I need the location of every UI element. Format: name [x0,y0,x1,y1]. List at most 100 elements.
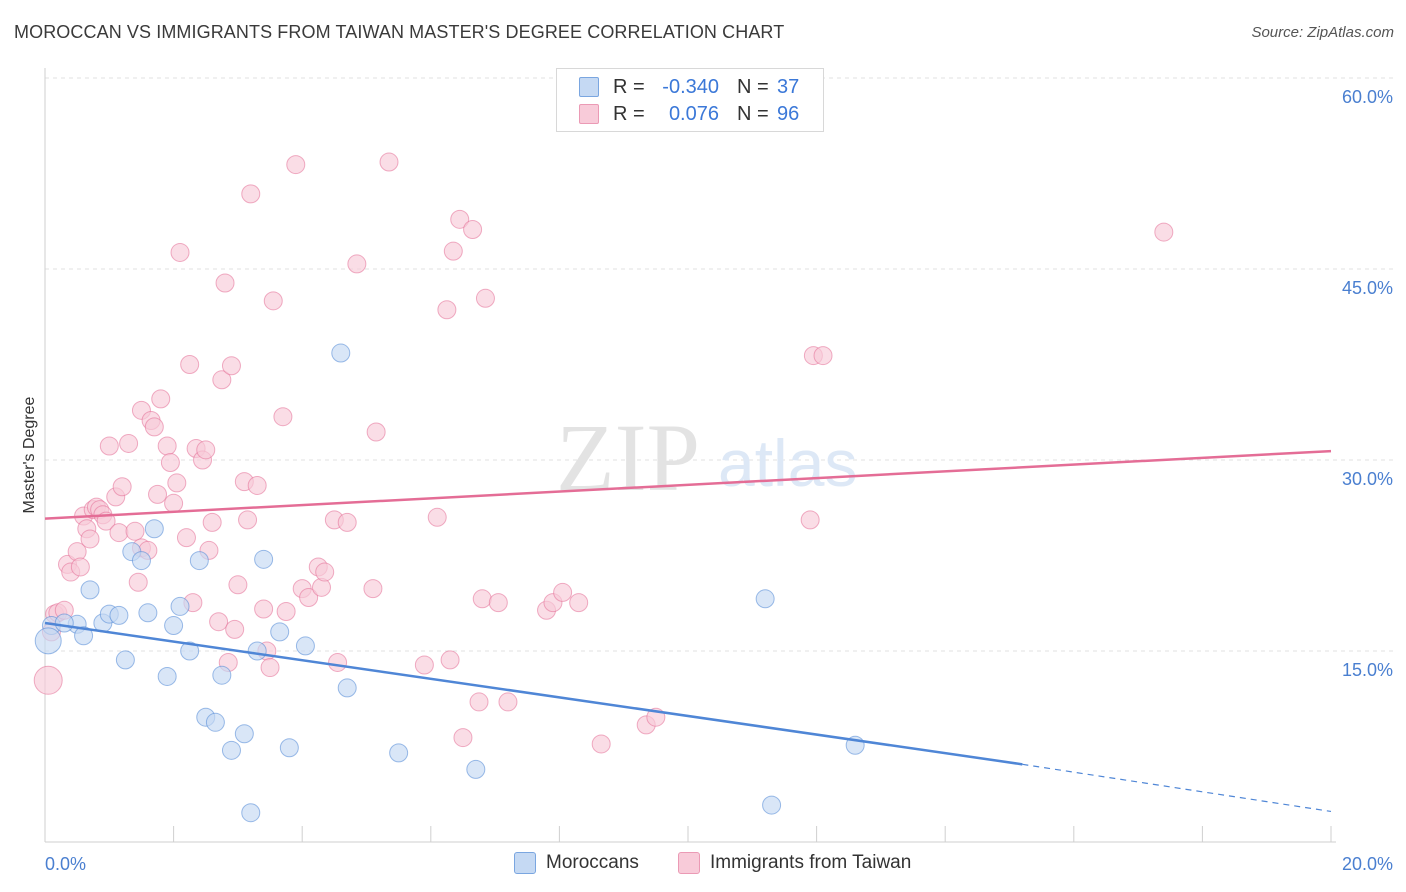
point-moroccans [234,724,254,744]
point-taiwan [488,593,508,613]
watermark: ZIP atlas [556,404,857,511]
point-moroccans [212,665,232,685]
point-taiwan [70,557,90,577]
trend-extension-moroccans [1022,763,1332,813]
point-moroccans [131,551,151,571]
point-taiwan [125,521,145,541]
y-axis-label: Master's Degree [21,396,38,513]
point-taiwan [221,356,241,376]
y-tick-labels: 15.0% 30.0% 45.0% 60.0% [1342,87,1393,680]
point-taiwan [591,734,611,754]
point-taiwan [109,523,129,543]
point-taiwan [254,599,274,619]
point-taiwan [170,242,190,262]
trend-line-taiwan [44,449,1332,520]
point-taiwan [469,692,489,712]
point-taiwan [800,510,820,530]
point-taiwan [241,184,261,204]
point-taiwan [443,241,463,261]
point-taiwan [813,346,833,366]
point-taiwan [160,453,180,473]
point-moroccans [254,549,274,569]
point-taiwan [148,484,168,504]
point-moroccans [241,803,261,823]
point-taiwan [315,562,335,582]
point-taiwan [414,655,434,675]
point-taiwan [157,436,177,456]
point-moroccans [180,641,200,661]
point-moroccans [34,627,62,655]
stats-legend: R = -0.340 N = 37 R = 0.076 N = 96 [556,68,824,132]
point-moroccans [189,551,209,571]
point-taiwan [212,370,232,390]
legend-r-value: 0.076 [668,102,719,125]
point-moroccans [762,795,782,815]
legend-n-value: 37 [777,75,800,98]
point-taiwan [209,612,229,632]
watermark-zip: ZIP [556,404,700,511]
point-taiwan [238,510,258,530]
point-moroccans [270,622,290,642]
point-moroccans [247,641,267,661]
point-taiwan [260,658,280,678]
watermark-atlas: atlas [718,426,857,500]
series-moroccans-points [34,343,865,823]
bottom-legend-moroccans-label: Moroccans [546,852,639,873]
point-taiwan [202,512,222,532]
point-moroccans [221,740,241,760]
point-taiwan [569,593,589,613]
point-taiwan [299,588,319,608]
legend-r-label: R = [613,75,645,98]
point-moroccans [170,596,190,616]
point-taiwan [144,417,164,437]
source-label: Source: ZipAtlas.com [1251,24,1394,41]
point-taiwan [80,529,100,549]
bottom-legend-moroccans: Moroccans [514,852,639,874]
legend-r-value: -0.340 [662,75,719,98]
point-taiwan [440,650,460,670]
point-taiwan [180,355,200,374]
chart-title: MOROCCAN VS IMMIGRANTS FROM TAIWAN MASTE… [14,22,785,42]
point-taiwan [164,493,184,513]
point-moroccans [157,666,177,686]
point-taiwan [1154,222,1174,242]
point-taiwan [99,436,119,456]
point-taiwan [167,473,187,493]
point-taiwan [276,602,296,622]
point-taiwan [553,582,573,602]
point-moroccans [205,712,225,732]
point-taiwan [427,507,447,527]
trend-lines [44,449,1332,813]
point-taiwan [347,254,367,274]
legend-swatch-taiwan [579,104,599,124]
point-moroccans [466,759,486,779]
point-moroccans [74,626,94,646]
point-taiwan [437,300,457,320]
y-tick-label: 15.0% [1342,660,1393,680]
y-tick-label: 60.0% [1342,87,1393,107]
point-taiwan [196,440,216,460]
point-taiwan [151,389,171,409]
point-moroccans [337,678,357,698]
bottom-legend-taiwan-label: Immigrants from Taiwan [710,852,912,873]
legend-n-label: N = [737,102,769,125]
bottom-legend-taiwan: Immigrants from Taiwan [678,852,911,874]
point-taiwan [247,475,267,495]
x-tick-label-min: 0.0% [45,854,86,874]
x-tick-label-max: 20.0% [1342,854,1393,874]
point-taiwan [453,728,473,748]
point-taiwan [128,572,148,592]
legend-n-label: N = [737,75,769,98]
axes [44,68,1336,843]
legend-r-label: R = [613,102,645,125]
legend-row-moroccans: R = -0.340 N = 37 [579,74,799,100]
y-tick-label: 30.0% [1342,469,1393,489]
x-ticks [173,826,1332,842]
point-moroccans [279,738,299,758]
point-moroccans [115,650,135,670]
point-moroccans [295,636,315,656]
legend-row-taiwan: R = 0.076 N = 96 [579,101,799,127]
point-moroccans [54,613,74,633]
point-taiwan [286,155,306,175]
